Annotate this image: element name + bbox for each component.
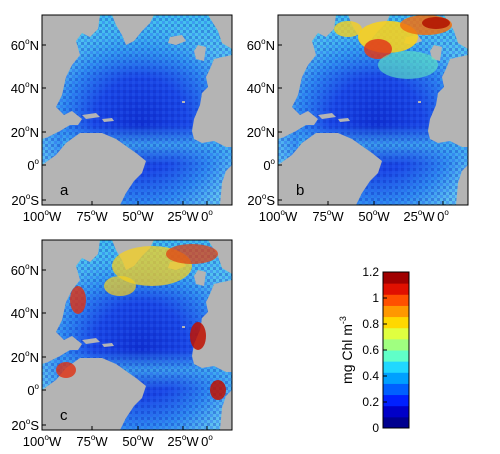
colorbar-swatch	[383, 372, 409, 384]
lat-label: 60oN	[247, 37, 275, 53]
colorbar-swatch	[383, 327, 409, 340]
lon-label: 0o	[437, 208, 449, 224]
lon-label: 0o	[201, 208, 213, 224]
lon-label: 100oW	[23, 208, 62, 224]
lon-label: 25oW	[167, 208, 199, 224]
lon-label: 100oW	[23, 433, 62, 449]
lat-label: 20oN	[247, 124, 275, 140]
lon-label: 50oW	[122, 208, 154, 224]
lon-label: 75oW	[312, 208, 344, 224]
lat-label: 20oS	[11, 417, 39, 433]
map-frame	[41, 14, 233, 206]
lon-label: 100oW	[259, 208, 298, 224]
colorbar-swatch	[383, 416, 409, 429]
colorbar-tick-label: 0.6	[362, 343, 379, 357]
colorbar-tick-label: 1	[372, 291, 379, 305]
panel-label: a	[60, 182, 69, 199]
lon-label: 25oW	[403, 208, 435, 224]
colorbar-swatch	[383, 305, 409, 318]
colorbar-swatch	[383, 338, 409, 351]
colorbar-swatch	[383, 405, 409, 418]
colorbar-swatch	[383, 316, 409, 329]
map-frame	[41, 239, 233, 431]
colorbar-tick-label: 1.2	[362, 265, 379, 279]
map-frame	[277, 14, 469, 206]
lat-label: 20oN	[11, 349, 39, 365]
colorbar-swatch	[383, 294, 409, 306]
lat-label: 20oS	[11, 192, 39, 208]
colorbar-swatch	[383, 383, 409, 396]
lat-label: 60oN	[11, 37, 39, 53]
colorbar-swatch	[383, 272, 409, 284]
lon-label: 50oW	[122, 433, 154, 449]
lat-label: 60oN	[11, 262, 39, 278]
colorbar-tick-label: 0.8	[362, 317, 379, 331]
lon-label: 75oW	[76, 433, 108, 449]
colorbar-swatch	[383, 394, 409, 407]
lon-label: 75oW	[76, 208, 108, 224]
lat-label: 0o	[27, 382, 39, 398]
lat-label: 40oN	[11, 80, 39, 96]
lat-label: 40oN	[247, 80, 275, 96]
lat-label: 40oN	[11, 305, 39, 321]
lat-label: 20oN	[11, 124, 39, 140]
lon-label: 0o	[201, 433, 213, 449]
lat-label: 0o	[27, 157, 39, 173]
panel-label: b	[296, 182, 304, 199]
colorbar-tick-label: 0.4	[362, 369, 379, 383]
lon-label: 50oW	[358, 208, 390, 224]
lat-label: 0o	[263, 157, 275, 173]
ocean-map	[42, 15, 232, 205]
lat-label: 20oS	[247, 192, 275, 208]
colorbar-swatch	[383, 361, 409, 373]
lon-label: 25oW	[167, 433, 199, 449]
colorbar-swatch	[383, 350, 409, 362]
colorbar-tick-label: 0.2	[362, 395, 379, 409]
colorbar-tick-label: 0	[372, 421, 379, 435]
panel-label: c	[60, 407, 68, 424]
colorbar-label: mg Chl m-3	[338, 316, 355, 384]
colorbar-swatch	[383, 283, 409, 295]
colorbar: 0 0.2 0.4 0.6 0.8 1 1.2 mg Chl m-3	[338, 265, 410, 435]
